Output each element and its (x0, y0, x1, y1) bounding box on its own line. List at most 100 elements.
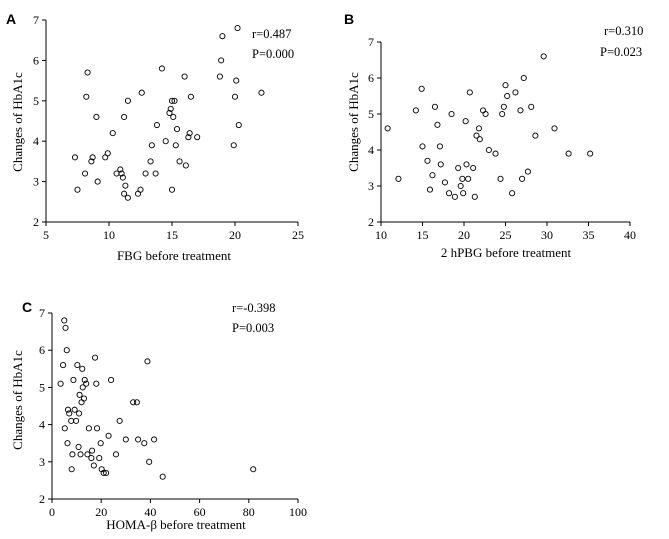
data-point (524, 168, 531, 175)
data-point (466, 89, 473, 96)
data-point (475, 125, 482, 132)
data-point (90, 462, 97, 469)
panel-a: A r=0.487 P=0.000 Changes of HbA1c FBG b… (6, 11, 304, 263)
data-point (218, 57, 225, 64)
r-value-label: r=0.487 (252, 27, 291, 41)
data-point (89, 447, 96, 454)
data-point (107, 376, 115, 384)
y-tick-label: 5 (33, 94, 39, 108)
data-point (457, 182, 464, 190)
data-point (85, 425, 92, 432)
data-point (144, 358, 151, 365)
data-point (231, 93, 239, 100)
data-point (485, 146, 492, 154)
data-point (418, 85, 425, 92)
data-point (167, 105, 174, 112)
panel-letter: A (6, 11, 16, 27)
x-axis-label: HOMA-β before treatment (106, 517, 246, 532)
data-point (517, 107, 524, 114)
x-tick-label: 60 (194, 505, 206, 519)
data-point (61, 425, 68, 432)
data-point (158, 65, 165, 72)
data-point (88, 158, 95, 165)
data-point (103, 469, 110, 477)
x-axis-label: FBG before treatment (117, 248, 231, 263)
data-point (459, 175, 466, 182)
data-point (84, 69, 91, 76)
x-tick-label: 25 (500, 228, 512, 242)
data-point (147, 158, 154, 165)
data-point (551, 125, 558, 132)
data-point (122, 182, 129, 189)
data-point (471, 193, 478, 200)
data-point (426, 186, 434, 193)
data-point (121, 113, 128, 121)
data-point (116, 417, 123, 424)
data-point (519, 175, 526, 182)
y-axis-label: Changes of HbA1c (346, 72, 361, 172)
data-point (68, 466, 75, 473)
p-value-label: P=0.003 (232, 321, 274, 335)
data-point (258, 89, 265, 96)
data-point (499, 110, 506, 118)
data-point (431, 103, 439, 110)
data-point (74, 186, 81, 193)
x-tick-label: 30 (541, 228, 553, 242)
data-point (151, 436, 158, 443)
axes: 5 10 15 20 25 2 3 4 5 6 7 (33, 13, 304, 242)
data-point (138, 89, 145, 96)
data-point (162, 138, 169, 145)
y-tick-label: 4 (39, 418, 45, 432)
y-tick-label: 6 (39, 343, 45, 357)
data-point (235, 121, 242, 129)
x-tick-label: 25 (292, 228, 304, 242)
data-point (117, 166, 124, 173)
data-point (76, 410, 83, 417)
data-point (159, 473, 166, 480)
data-point (185, 134, 192, 141)
data-point (118, 170, 125, 177)
data-point (520, 74, 527, 82)
y-axis-label: Changes of HbA1c (10, 350, 25, 450)
data-point (476, 136, 483, 143)
data-point (492, 150, 499, 157)
y-tick-label: 2 (368, 215, 374, 229)
y-tick-label: 2 (39, 492, 45, 506)
data-point (187, 93, 194, 100)
data-point (465, 175, 472, 182)
data-point (63, 347, 70, 354)
y-tick-label: 3 (368, 179, 374, 193)
x-tick-label: 5 (43, 228, 49, 242)
data-point (69, 451, 76, 458)
data-point (71, 406, 78, 413)
data-point (93, 113, 100, 121)
data-point (70, 376, 77, 384)
data-point (141, 440, 148, 447)
data-point (166, 109, 173, 116)
data-point (93, 380, 100, 387)
data-point (437, 161, 444, 168)
data-point (105, 432, 112, 439)
data-point (78, 399, 85, 406)
data-point (83, 380, 90, 387)
data-point (395, 175, 402, 182)
panel-letter: C (22, 299, 32, 315)
axes: 10 15 20 25 30 35 40 2 3 4 5 6 7 (368, 35, 636, 242)
data-point (451, 193, 458, 200)
p-value-label: P=0.023 (600, 45, 642, 59)
data-point (148, 142, 155, 149)
data-point (64, 406, 72, 413)
data-point (88, 455, 95, 462)
data-point (92, 354, 99, 361)
data-point (171, 97, 178, 104)
data-point (448, 110, 455, 118)
data-point (587, 150, 594, 157)
x-tick-label: 15 (417, 228, 429, 242)
y-tick-label: 7 (33, 13, 39, 27)
data-point (112, 451, 120, 458)
data-point (219, 33, 226, 40)
data-point (80, 395, 88, 402)
data-point (75, 443, 82, 450)
data-point (93, 425, 101, 432)
y-tick-label: 3 (33, 175, 39, 189)
